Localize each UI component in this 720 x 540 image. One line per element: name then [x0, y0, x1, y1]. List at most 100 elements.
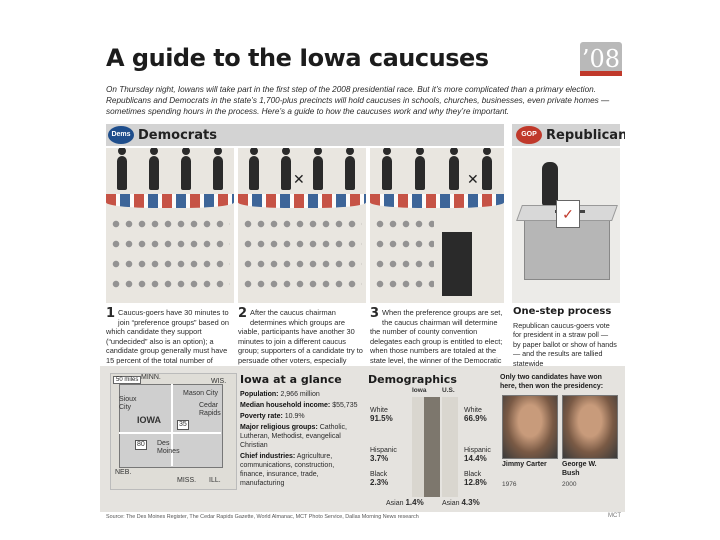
ballot-check-icon: ✓	[556, 200, 580, 228]
glance-value: 2,966 million	[280, 391, 320, 398]
x-mark-icon: ✕	[293, 172, 305, 188]
step-number: 2	[238, 306, 248, 321]
p1-year: 1976	[502, 481, 517, 488]
glance-value: 10.9%	[284, 413, 305, 420]
map-label-minn: MINN.	[141, 374, 161, 381]
one-step-text: Republican caucus-goers vote for preside…	[513, 321, 617, 368]
person-icon	[149, 148, 159, 190]
person-icon	[181, 148, 191, 190]
page-title: A guide to the Iowa caucuses	[106, 44, 489, 72]
person-icon	[448, 148, 459, 190]
step-number: 1	[106, 306, 116, 321]
dems-tag: Dems	[108, 126, 134, 144]
person-icon	[381, 148, 392, 190]
glance-row: Median household income: $55,735	[240, 401, 358, 410]
demographics: Demographics Iowa U.S. White 91.5% Hispan…	[368, 373, 496, 508]
person-icon	[281, 148, 291, 190]
p2-year: 2000	[562, 481, 577, 488]
glance-row: Population: 2,966 million	[240, 390, 358, 399]
step3-illustration: ✕	[370, 148, 504, 303]
glance-value: $55,735	[332, 402, 358, 409]
iowa-map: 50 miles MINN. WIS. Sioux City Mason Cit…	[110, 373, 237, 490]
presidents-panel: Only two candidates have won here, then …	[500, 373, 620, 488]
candidate-figures	[370, 148, 504, 190]
credit: MCT	[608, 513, 621, 519]
col-us: U.S.	[442, 387, 455, 394]
presidents-heading: Only two candidates have won here, then …	[500, 374, 604, 390]
ballot-box-icon	[516, 205, 618, 280]
step-number: 3	[370, 306, 380, 321]
us-hispanic: Hispanic 14.4%	[464, 447, 491, 463]
one-step-title: One-step process	[513, 306, 612, 317]
person-icon	[313, 148, 323, 190]
crowd-illustration	[110, 218, 230, 297]
badge-stripe	[580, 71, 622, 76]
bunting-decoration	[106, 194, 234, 208]
intro-paragraph: On Thursday night, Iowans will take part…	[106, 85, 610, 116]
hand-icon	[542, 162, 558, 206]
map-label-neb: NEB.	[115, 469, 132, 476]
person-icon	[345, 148, 355, 190]
democrats-label: Democrats	[138, 127, 217, 143]
glance-title: Iowa at a glance	[240, 373, 342, 386]
republicans-label: Republicans	[546, 127, 625, 143]
us-black: Black 12.8%	[464, 471, 487, 487]
map-label-wis: WIS.	[211, 378, 227, 385]
map-label-iowa: IOWA	[137, 415, 161, 425]
election-badge: ’08	[580, 42, 622, 76]
map-label-des-moines: Des Moines	[157, 440, 180, 455]
us-bar-light	[442, 397, 458, 497]
glance-key: Major religious groups:	[240, 424, 318, 431]
glance-row: Major religious groups: Catholic, Luther…	[240, 423, 358, 450]
glance-key: Median household income:	[240, 402, 331, 409]
i80-shield-icon: 80	[135, 440, 147, 450]
republicans-header: GOP Republicans	[516, 123, 625, 147]
gop-tag: GOP	[516, 126, 542, 144]
iowa-white: White 91.5%	[370, 407, 393, 423]
map-label-mason-city: Mason City	[183, 390, 219, 397]
glance-key: Population:	[240, 391, 279, 398]
democrats-bar	[106, 124, 504, 146]
i35-shield-icon: 35	[177, 420, 189, 430]
george-w-bush-photo	[562, 395, 618, 459]
map-label-ill: ILL.	[209, 477, 221, 484]
map-label-cedar-rapids: Cedar Rapids	[199, 402, 221, 417]
interstate-80	[119, 432, 221, 434]
interstate-35	[171, 384, 173, 466]
democrats-header: Dems Democrats	[108, 123, 217, 147]
person-icon	[213, 148, 223, 190]
iowa-at-a-glance: Iowa at a glance Population: 2,966 milli…	[240, 373, 358, 490]
iowa-asian: Asian 1.4%	[386, 498, 424, 508]
person-icon	[117, 148, 127, 190]
x-mark-icon: ✕	[467, 172, 479, 188]
us-white: White 66.9%	[464, 407, 487, 423]
infographic: A guide to the Iowa caucuses ’08 On Thur…	[100, 38, 625, 526]
glance-key: Chief industries:	[240, 453, 296, 460]
map-label-sioux-city: Sioux City	[119, 396, 137, 411]
badge-text: ’08	[581, 45, 621, 73]
us-asian: Asian 4.3%	[442, 498, 480, 508]
step-text: Caucus-goers have 30 minutes to join “pr…	[106, 308, 229, 375]
candidate-figures	[106, 148, 234, 190]
glance-row: Chief industries: Agriculture, communica…	[240, 452, 358, 488]
iowa-black: Black 2.3%	[370, 471, 389, 487]
iowa-hispanic: Hispanic 3.7%	[370, 447, 397, 463]
demographics-title: Demographics	[368, 373, 457, 386]
glance-value: Agriculture, communications, constructio…	[240, 453, 335, 487]
crowd-illustration	[242, 218, 362, 297]
source-line: Source: The Des Moines Register, The Ced…	[106, 514, 419, 520]
person-icon	[482, 148, 493, 190]
map-label-miss: MISS.	[177, 477, 197, 484]
glance-row: Poverty rate: 10.9%	[240, 412, 358, 421]
bunting-decoration	[370, 194, 504, 208]
candidate-figures	[238, 148, 366, 190]
ballot-box-illustration: ✓	[512, 148, 620, 303]
p2-name: George W. Bush	[562, 461, 597, 477]
podium-icon	[442, 232, 472, 296]
bunting-decoration	[238, 194, 366, 208]
col-iowa: Iowa	[412, 387, 427, 394]
iowa-bar-dark	[424, 397, 440, 497]
map-scale: 50 miles	[113, 376, 142, 384]
jimmy-carter-photo	[502, 395, 558, 459]
crowd-illustration	[374, 218, 434, 297]
